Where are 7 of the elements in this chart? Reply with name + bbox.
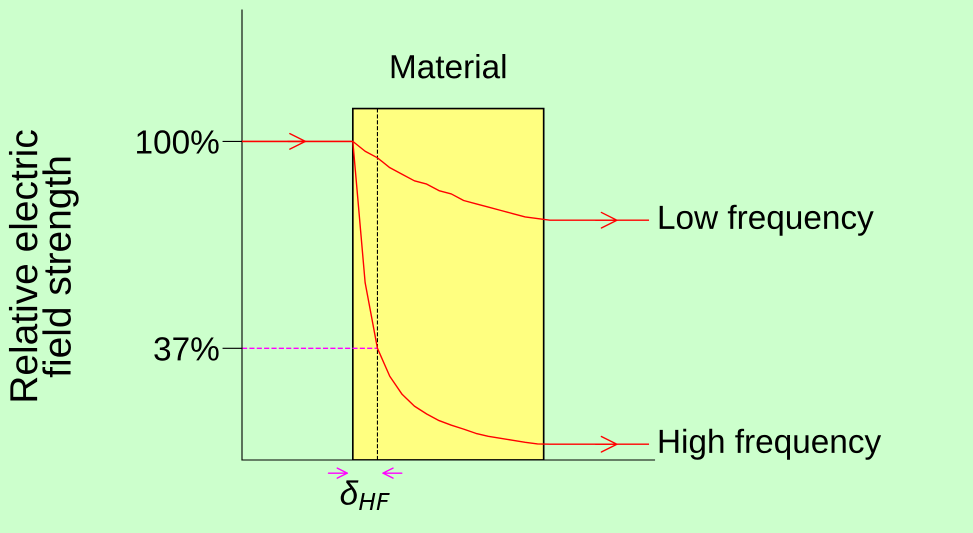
y-axis-title: Relative electric field strength [8, 130, 79, 401]
y-tick-label: 100% [137, 130, 219, 154]
legend-label: High frequency [660, 428, 882, 460]
y-tick-label: 37% [154, 337, 219, 361]
text: δ$_{HF}$ [340, 480, 390, 510]
text: Material [392, 54, 506, 78]
legend-label: Low frequency [660, 204, 874, 236]
